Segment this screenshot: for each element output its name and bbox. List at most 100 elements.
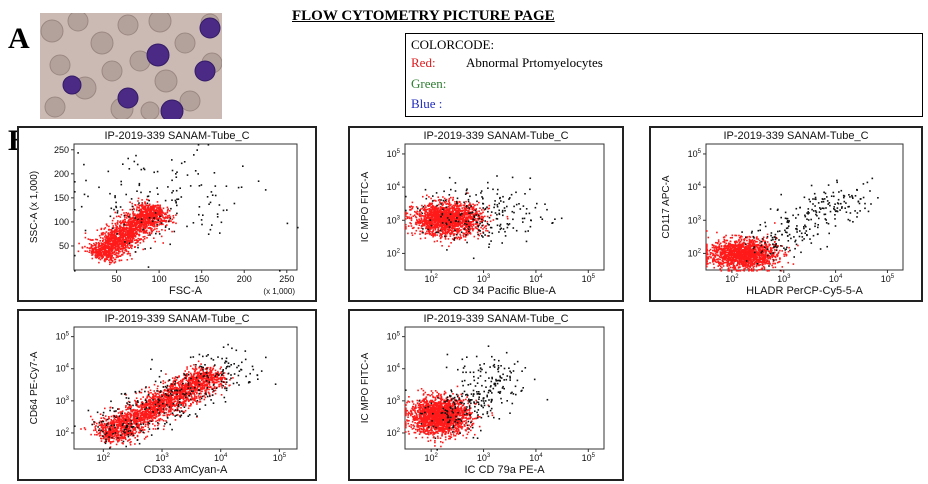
event-dot: [139, 217, 141, 219]
event-dot: [155, 208, 158, 211]
event-dot: [132, 210, 135, 213]
event-dot: [429, 208, 432, 211]
event-dot: [116, 223, 119, 225]
event-dot: [131, 224, 134, 226]
event-dot: [164, 213, 166, 216]
event-dot: [449, 214, 451, 216]
event-dot: [118, 227, 120, 230]
event-dot: [426, 232, 428, 235]
event-dot: [749, 266, 752, 268]
event-dot: [158, 211, 160, 214]
event-dot: [434, 214, 437, 217]
event-dot: [477, 233, 479, 236]
event-dot: [91, 250, 94, 253]
event-dot: [451, 207, 453, 210]
y-axis-label: SSC-A (x 1,000): [29, 171, 40, 243]
event-dot: [115, 249, 118, 251]
event-dot: [106, 250, 109, 252]
event-dot: [116, 210, 119, 212]
event-dot: [408, 217, 411, 220]
event-dot: [171, 199, 173, 201]
event-dot: [420, 217, 423, 219]
event-dot: [158, 233, 161, 235]
event-dot: [522, 205, 525, 207]
event-dot: [424, 215, 426, 217]
event-dot: [177, 198, 180, 200]
event-dot: [440, 237, 442, 239]
event-dot: [475, 223, 478, 225]
event-dot: [499, 223, 502, 226]
event-dot: [777, 251, 780, 254]
event-dot: [117, 256, 119, 258]
event-dot: [508, 198, 510, 200]
event-dot: [460, 237, 462, 239]
event-dot: [757, 254, 760, 257]
event-dot: [711, 243, 714, 246]
event-dot: [716, 231, 718, 234]
event-dot: [761, 267, 763, 269]
event-dot: [114, 258, 117, 261]
event-dot: [107, 246, 109, 249]
event-dot: [233, 202, 236, 205]
event-dot: [468, 223, 470, 225]
event-dot: [214, 194, 217, 197]
event-dot: [429, 233, 431, 236]
event-dot: [734, 234, 736, 237]
event-dot: [431, 202, 433, 204]
event-dot: [480, 212, 483, 215]
event-dot: [129, 220, 132, 223]
event-dot: [125, 212, 127, 214]
event-dot: [431, 224, 434, 227]
event-dot: [132, 218, 134, 220]
event-dot: [142, 220, 144, 222]
event-dot: [472, 215, 474, 218]
event-dot: [464, 213, 467, 215]
page-title: FLOW CYTOMETRY PICTURE PAGE: [292, 8, 555, 24]
event-dot: [464, 224, 466, 226]
event-dot: [498, 213, 501, 216]
event-dot: [109, 192, 111, 195]
event-dot: [116, 254, 118, 257]
event-dot: [741, 242, 744, 245]
event-dot: [134, 229, 136, 231]
event-dot: [138, 221, 141, 224]
event-dot: [459, 225, 462, 228]
event-dot: [469, 204, 471, 207]
event-dot: [449, 210, 451, 212]
event-dot: [470, 212, 472, 214]
event-dot: [416, 207, 419, 210]
event-dot: [148, 232, 151, 235]
event-dot: [114, 248, 116, 250]
event-dot: [787, 250, 790, 253]
event-dot: [122, 225, 125, 227]
event-dot: [113, 237, 115, 240]
event-dot: [738, 263, 741, 266]
event-dot: [143, 208, 146, 211]
event-dot: [413, 214, 416, 216]
event-dot: [733, 261, 735, 263]
event-dot: [121, 253, 124, 256]
event-dot: [94, 244, 97, 247]
event-dot: [737, 267, 740, 269]
event-dot: [132, 233, 135, 236]
event-dot: [475, 214, 477, 216]
event-dot: [104, 250, 107, 253]
event-dot: [733, 268, 735, 271]
event-dot: [457, 236, 460, 238]
event-dot: [466, 226, 468, 228]
event-dot: [768, 255, 771, 257]
event-dot: [409, 209, 411, 211]
event-dot: [131, 205, 134, 208]
event-dot: [455, 236, 458, 239]
event-dot: [748, 242, 751, 244]
event-dot: [109, 256, 112, 259]
event-dot: [446, 208, 448, 210]
event-dot: [731, 234, 734, 237]
event-dot: [154, 210, 156, 212]
event-dot: [781, 245, 783, 247]
event-dot: [142, 222, 144, 224]
event-dot: [180, 196, 183, 198]
event-dot: [455, 205, 458, 208]
event-dot: [764, 250, 766, 252]
event-dot: [118, 242, 121, 244]
